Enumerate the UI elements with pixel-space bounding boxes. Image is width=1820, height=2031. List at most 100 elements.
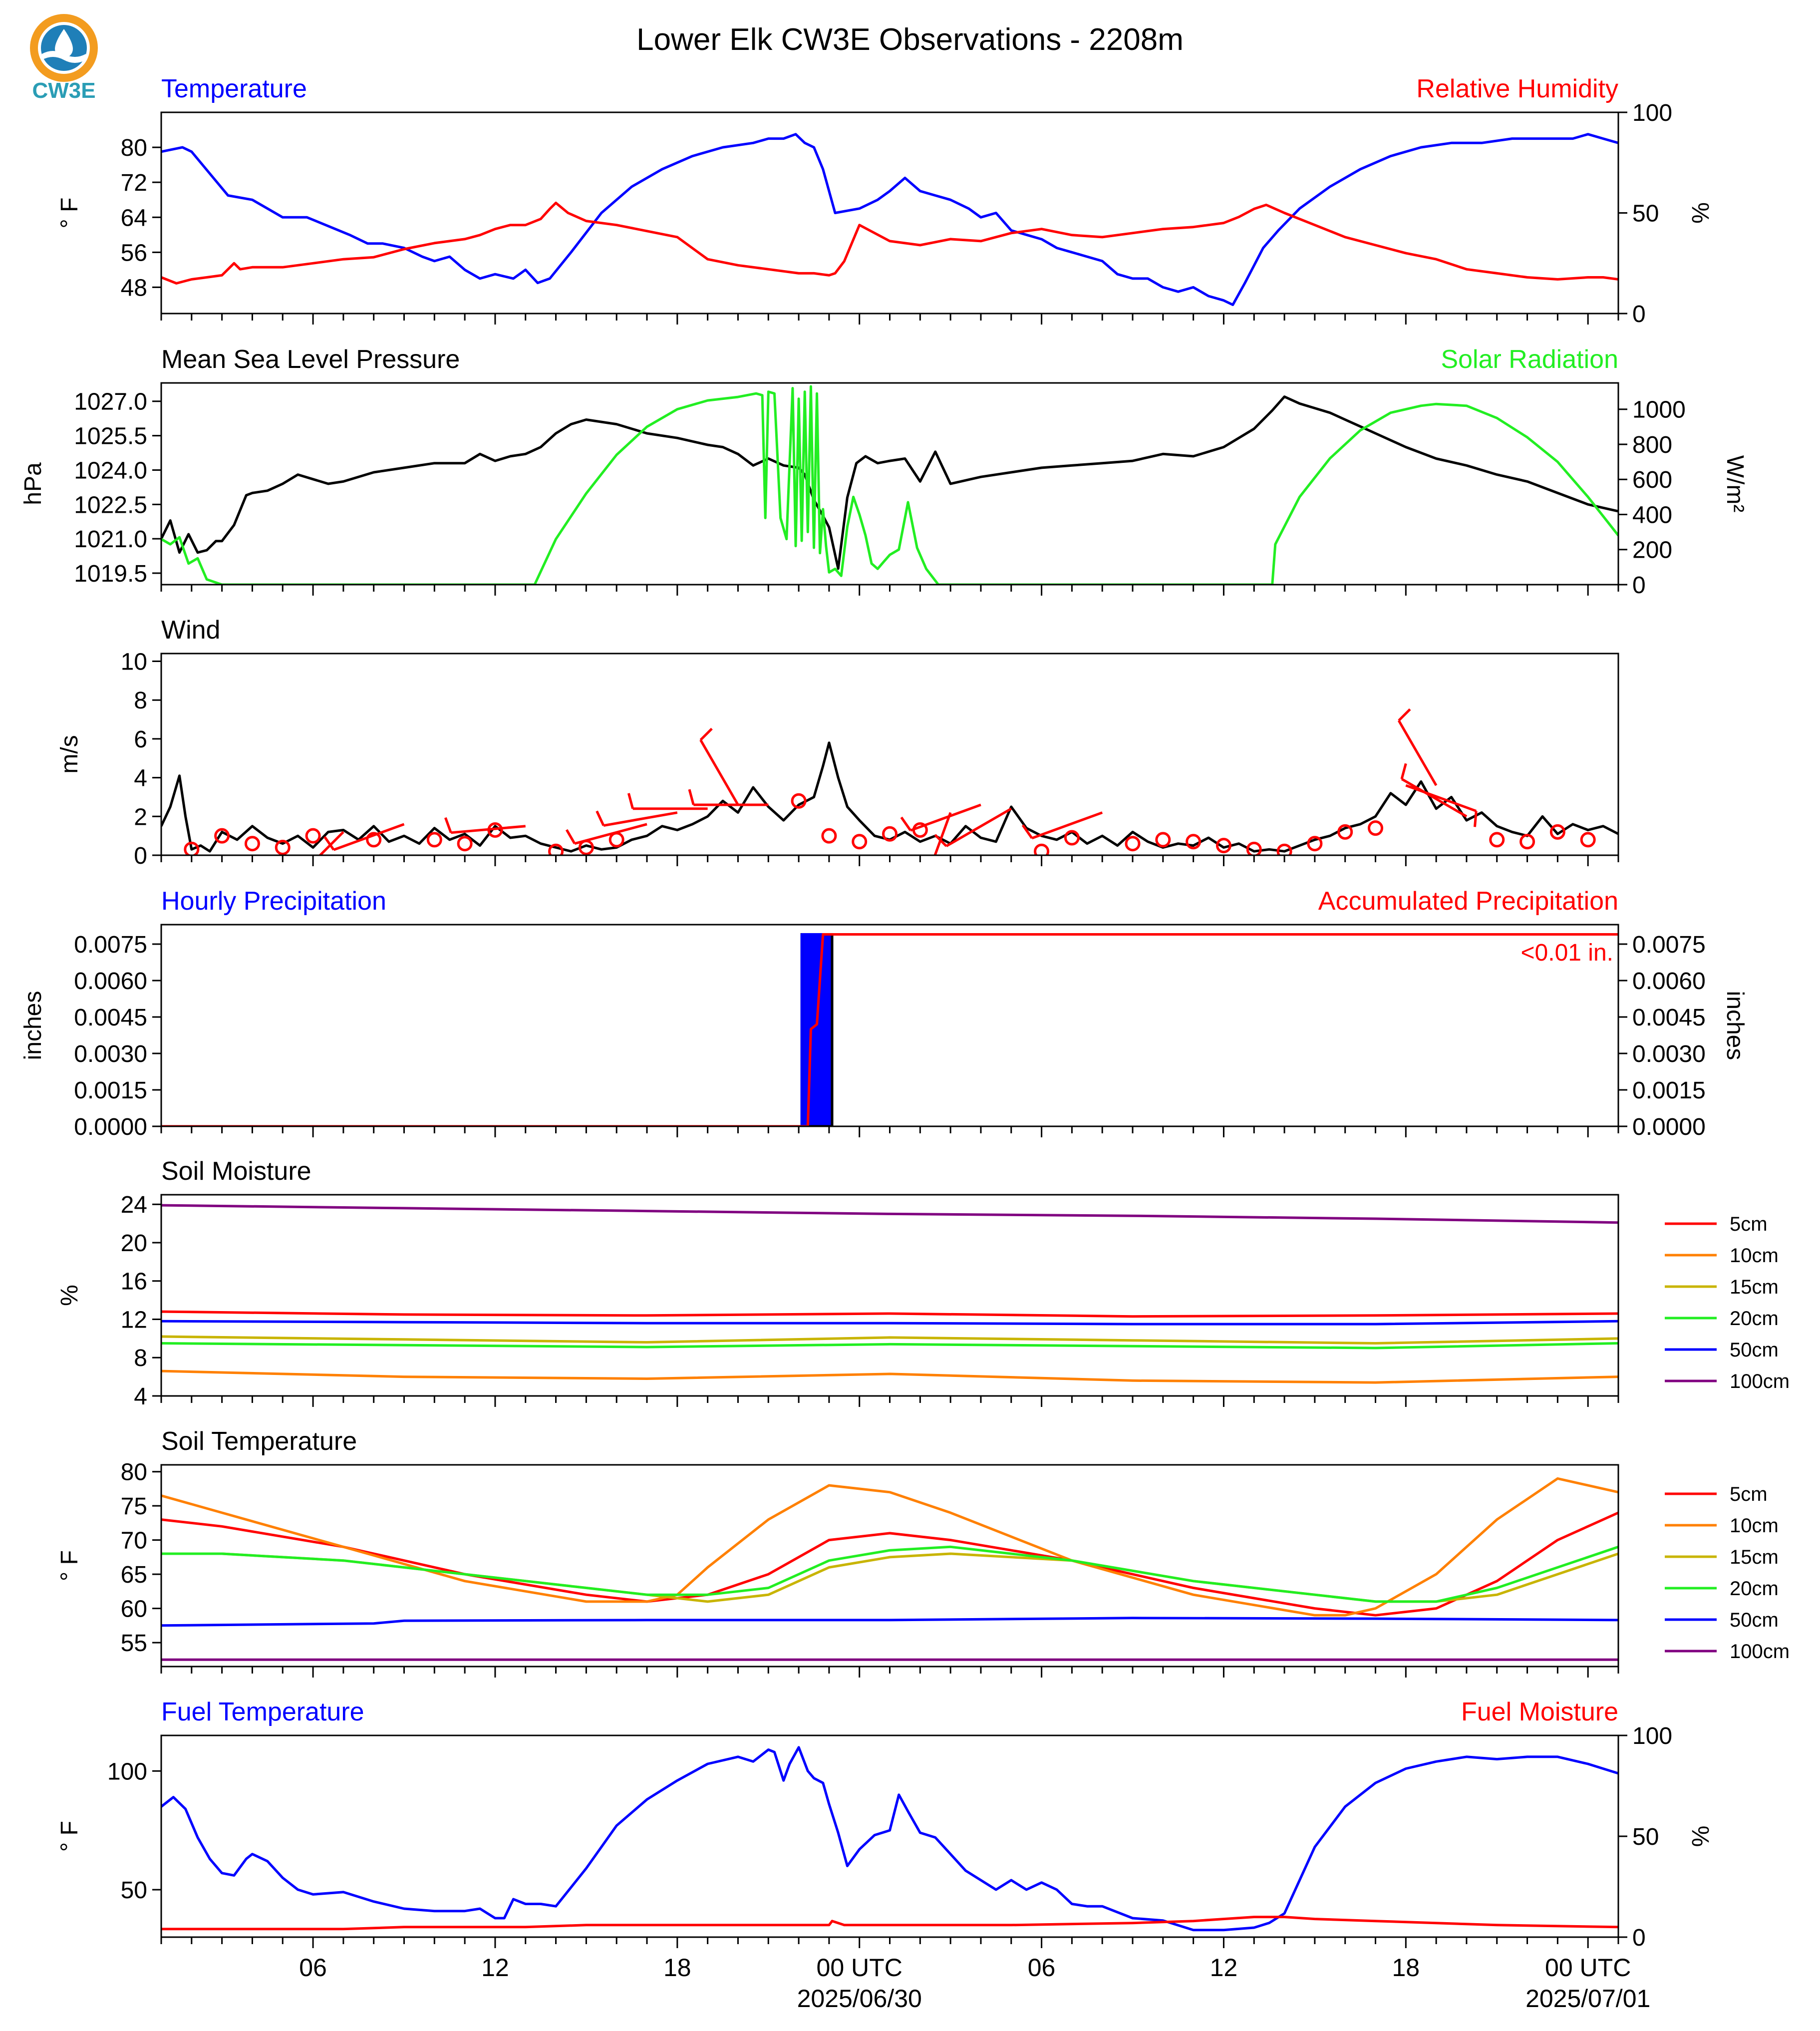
series-line-blue (161, 133, 1618, 306)
y-tick-label-left: 100 (107, 1758, 147, 1785)
panel-soil-temperature: Soil Temperature 55 60 65 70 75 80 ° F 5cm 10cm 15… (56, 1427, 1790, 1678)
x-tick-label: 12 (481, 1954, 509, 1982)
wind-calm-marker (1125, 836, 1141, 852)
y-tick-label-left: 65 (121, 1562, 147, 1588)
series-line-5cm (161, 1310, 1618, 1318)
panel-fuel: Fuel Temperature Fuel Moisture 50 100 0 50 100… (56, 1697, 1713, 2013)
wind-calm-marker (1307, 836, 1323, 852)
y-axis-label-left: % (56, 1285, 83, 1306)
panel-frame (160, 1734, 1619, 1938)
panel-soil-moisture: Soil Moisture 4 8 12 16 20 24% 5cm 10cm 15cm 20cm 5… (56, 1157, 1790, 1410)
wind-calm-marker (1368, 820, 1383, 836)
wind-barb-staff (574, 823, 647, 845)
y-axis-label-right: % (1687, 1826, 1713, 1847)
precip-annotation: <0.01 in. (1521, 940, 1613, 966)
panel-title-left: Hourly Precipitation (161, 887, 386, 916)
wind-barb-flag (699, 727, 713, 741)
wind-barb-flag (1473, 811, 1478, 827)
y-tick-label-left: 0.0015 (74, 1077, 147, 1104)
y-axis-label-left: ° F (56, 198, 83, 229)
y-tick-label-left: 1019.5 (74, 561, 147, 587)
y-tick-label-left: 12 (121, 1307, 147, 1333)
legend-label-10cm: 10cm (1730, 1515, 1779, 1537)
panel-title-left: Soil Moisture (161, 1157, 311, 1186)
wind-barb-flag (1398, 708, 1411, 722)
series-line-red (161, 1916, 1618, 1931)
panel-title-left: Fuel Temperature (161, 1697, 364, 1726)
wind-barb-staff (945, 807, 1012, 847)
wind-calm-marker (244, 836, 260, 852)
wind-barb-staff (333, 823, 405, 851)
legend-label-15cm: 15cm (1730, 1546, 1779, 1568)
legend-label-5cm: 5cm (1730, 1483, 1768, 1505)
plot-area (161, 133, 1618, 306)
wind-calm-marker (852, 834, 868, 850)
panel-frame (160, 924, 1619, 1127)
y-tick-label-left: 0.0030 (74, 1041, 147, 1067)
wind-barb-staff (933, 812, 952, 855)
series-line-red (161, 201, 1618, 285)
legend-label-50cm: 50cm (1730, 1609, 1779, 1631)
wind-calm-marker (426, 832, 442, 848)
panel-frame (160, 1464, 1619, 1668)
series-line-15cm (161, 1335, 1618, 1345)
y-tick-label-right: 200 (1632, 537, 1672, 564)
y-tick-label-right: 400 (1632, 502, 1672, 528)
y-axis-label-left: inches (20, 991, 46, 1060)
series-line-blue (161, 1746, 1618, 1932)
x-tick-label: 06 (1028, 1954, 1056, 1982)
wind-barb-flag (1400, 763, 1407, 779)
y-tick-label-right: 1000 (1632, 397, 1686, 423)
wind-calm-marker (1276, 843, 1292, 855)
y-tick-label-right: 0.0015 (1632, 1077, 1706, 1104)
x-tick-label: 18 (1392, 1954, 1420, 1982)
y-tick-label-right: 50 (1632, 1824, 1659, 1850)
panel-title-left: Temperature (161, 74, 307, 103)
y-axis-label-left: ° F (56, 1550, 83, 1581)
wind-calm-marker (214, 828, 230, 844)
wind-calm-marker (1155, 832, 1171, 848)
y-tick-label-right: 0 (1632, 301, 1646, 328)
y-tick-label-left: 0.0045 (74, 1005, 147, 1031)
wind-calm-marker (305, 828, 321, 844)
wind-calm-marker (366, 832, 382, 848)
hourly-precip-line (161, 933, 1618, 1126)
wind-calm-marker (1549, 824, 1565, 840)
y-tick-label-left: 0.0060 (74, 968, 147, 995)
wind-barb-flag (444, 817, 452, 833)
cw3e-logo: CW3E (30, 14, 98, 103)
wind-calm-marker (608, 832, 624, 848)
panel-title-left: Soil Temperature (161, 1427, 357, 1456)
y-tick-label-left: 8 (134, 687, 147, 714)
wind-calm-marker (1580, 832, 1596, 848)
wind-barb-flag (565, 829, 576, 844)
y-tick-label-right: 800 (1632, 432, 1672, 458)
accum-precip-line (161, 933, 1618, 1126)
x-tick-label: 00 UTC (817, 1954, 903, 1982)
y-tick-label-left: 80 (121, 1459, 147, 1486)
y-tick-label-left: 50 (121, 1877, 147, 1904)
panel-frame (160, 111, 1619, 315)
series-line-50cm (161, 1320, 1618, 1326)
wind-barb-flag (1021, 824, 1033, 839)
wind-barb-flag (909, 882, 925, 883)
wind-barb-flag (596, 810, 605, 826)
panel-title-left: Wind (161, 616, 220, 645)
wind-barb-staff (318, 831, 344, 855)
legend-label-20cm: 20cm (1730, 1308, 1779, 1330)
x-tick-label: 18 (663, 1954, 691, 1982)
y-tick-label-right: 0 (1632, 572, 1646, 599)
logo-text: CW3E (32, 78, 95, 103)
y-tick-label-right: 0.0030 (1632, 1041, 1706, 1067)
y-axis-label-left: m/s (56, 735, 83, 773)
wind-barb-staff (1405, 784, 1477, 812)
y-tick-label-left: 55 (121, 1630, 147, 1657)
y-tick-label-left: 0.0000 (74, 1114, 147, 1140)
wind-calm-marker (1337, 824, 1353, 840)
y-tick-label-left: 72 (121, 170, 147, 196)
y-tick-label-left: 20 (121, 1230, 147, 1257)
y-tick-label-right: 600 (1632, 467, 1672, 493)
logo-drop-icon (55, 29, 73, 58)
